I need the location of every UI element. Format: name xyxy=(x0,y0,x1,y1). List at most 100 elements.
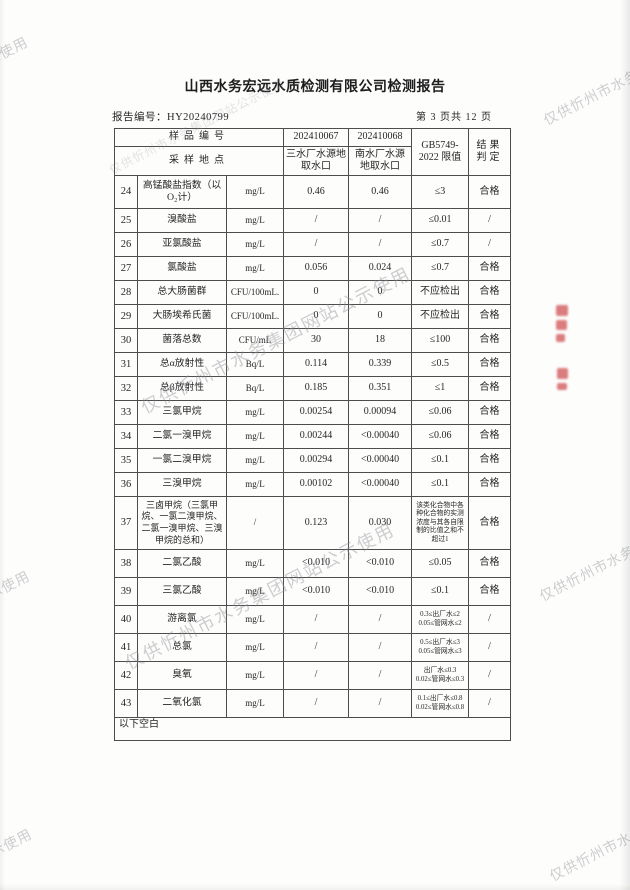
cell-unit: CFU/100mL. xyxy=(225,304,285,329)
cell-limit: ≤1 xyxy=(411,376,470,401)
cell-limit: ≤0.5 xyxy=(411,352,470,377)
table-row: 40 游离氯 mg/L //0.3≤出厂水≤2 0.05≤管网水≤2/ xyxy=(114,605,512,634)
cell-no: 38 xyxy=(114,549,138,578)
cell-unit: mg/L xyxy=(225,549,285,578)
cell-unit: mg/L xyxy=(225,689,285,718)
cell-unit: mg/L xyxy=(225,448,285,473)
cell-limit: ≤0.05 xyxy=(411,549,470,578)
cell-item: 三溴甲烷 xyxy=(137,472,227,497)
cell-v1: / xyxy=(283,208,350,233)
standard-limit-header: GB5749- 2022 限值 xyxy=(411,128,470,176)
cell-limit: 不应检出 xyxy=(411,304,470,329)
cell-v2: <0.00040 xyxy=(348,448,413,473)
report-title: 山西水务宏远水质检测有限公司检测报告 xyxy=(184,80,446,95)
cell-unit: mg/L xyxy=(225,400,285,425)
cell-result: / xyxy=(468,208,512,233)
cell-limit: ≤100 xyxy=(411,328,470,353)
sampling-location-1: 三水厂水源地取水口 xyxy=(283,146,350,176)
cell-v1: / xyxy=(283,232,350,257)
cell-item: 三氯乙酸 xyxy=(137,577,227,606)
watermark-text: 仅供忻州市水务集团网站公示使用 xyxy=(536,487,630,605)
cell-item: 一氯二溴甲烷 xyxy=(137,448,227,473)
cell-result: 合格 xyxy=(468,328,512,353)
cell-result: 合格 xyxy=(468,256,512,281)
cell-result: 合格 xyxy=(468,424,512,449)
red-stamp-fragment xyxy=(556,305,568,346)
cell-v1: 0.123 xyxy=(283,496,350,550)
cell-v1: / xyxy=(283,605,350,634)
cell-limit: ≤0.06 xyxy=(411,424,470,449)
cell-item: 游离氯 xyxy=(137,605,227,634)
cell-no: 40 xyxy=(114,605,138,634)
cell-result: 合格 xyxy=(468,280,512,305)
cell-result: / xyxy=(468,689,512,718)
cell-unit: mg/L xyxy=(225,232,285,257)
cell-unit: / xyxy=(225,496,285,550)
cell-item: 总α放射性 xyxy=(137,352,227,377)
cell-no: 43 xyxy=(114,689,138,718)
cell-item: 臭氧 xyxy=(137,661,227,690)
cell-unit: CFU/100mL. xyxy=(225,280,285,305)
table-row: 31 总α放射性 Bq/L 0.114 0.339 ≤0.5 合格 xyxy=(114,352,512,377)
page-number: 第 3 页共 12 页 xyxy=(416,112,492,123)
cell-v2: <0.010 xyxy=(348,549,413,578)
cell-limit: 0.1≤出厂水≤0.8 0.02≤管网水≤0.8 xyxy=(411,689,470,718)
cell-limit: 0.5≤出厂水≤3 0.05≤管网水≤3 xyxy=(411,633,470,662)
cell-item: 二氯一溴甲烷 xyxy=(137,424,227,449)
cell-result: 合格 xyxy=(468,496,512,550)
cell-limit: 该类化合物中各种化合物的实测浓度与其各自限制的比值之和不超过1 xyxy=(411,496,470,550)
cell-limit: ≤0.06 xyxy=(411,400,470,425)
cell-limit: ≤0.7 xyxy=(411,232,470,257)
cell-limit: 0.3≤出厂水≤2 0.05≤管网水≤2 xyxy=(411,605,470,634)
cell-unit: CFU/mL xyxy=(225,328,285,353)
cell-unit: mg/L xyxy=(225,605,285,634)
cell-v2: / xyxy=(348,633,413,662)
red-stamp-fragment xyxy=(557,368,568,394)
cell-no: 37 xyxy=(114,496,138,550)
cell-item: 二氯乙酸 xyxy=(137,549,227,578)
cell-v1: 30 xyxy=(283,328,350,353)
cell-v1: <0.010 xyxy=(283,549,350,578)
table-header-row-sample-no: 样品编号 202410067 202410068 GB5749- 2022 限值… xyxy=(113,128,512,176)
sample-no-2: 202410068 xyxy=(348,128,413,147)
table-row: 36 三溴甲烷 mg/L 0.00102 <0.00040 ≤0.1 合格 xyxy=(114,472,512,497)
watermark-text: 仅供忻州市水务集团网站公示使用 xyxy=(0,825,35,890)
cell-item: 总大肠菌群 xyxy=(137,280,227,305)
cell-v1: 0.00294 xyxy=(283,448,350,473)
table-row: 33 三氯甲烷 mg/L 0.00254 0.00094 ≤0.06 合格 xyxy=(114,400,512,425)
cell-v1: 0.00254 xyxy=(283,400,350,425)
cell-unit: mg/L xyxy=(225,208,285,233)
cell-unit: mg/L xyxy=(225,424,285,449)
cell-v2: / xyxy=(348,661,413,690)
cell-no: 42 xyxy=(114,661,138,690)
cell-result: 合格 xyxy=(468,304,512,329)
table-row: 34 二氯一溴甲烷 mg/L 0.00244 <0.00040 ≤0.06 合格 xyxy=(114,424,512,449)
cell-v2: 0 xyxy=(348,280,413,305)
cell-result: / xyxy=(468,633,512,662)
cell-item: 溴酸盐 xyxy=(137,208,227,233)
cell-item: 菌落总数 xyxy=(137,328,227,353)
cell-v1: / xyxy=(283,633,350,662)
scan-edge-shadow xyxy=(0,884,630,890)
cell-unit: mg/L xyxy=(225,256,285,281)
cell-no: 27 xyxy=(114,256,138,281)
watermark-text: 仅供忻州市水务集团网站公示使用 xyxy=(546,767,630,885)
table-row: 35 一氯二溴甲烷 mg/L 0.00294 <0.00040 ≤0.1 合格 xyxy=(114,448,512,473)
table-header-row-location: 采样地点 三水厂水源地取水口 南水厂水源地取水口 xyxy=(113,146,511,176)
cell-no: 35 xyxy=(114,448,138,473)
cell-item: 氯酸盐 xyxy=(137,256,227,281)
cell-v2: 0.024 xyxy=(348,256,413,281)
cell-unit: mg/L xyxy=(225,661,285,690)
table-row: 43 二氧化氯 mg/L //0.1≤出厂水≤0.8 0.02≤管网水≤0.8/ xyxy=(114,689,512,718)
cell-unit: Bq/L xyxy=(225,352,285,377)
blank-below-row: 以下空白 xyxy=(113,717,512,741)
cell-result: 合格 xyxy=(468,549,512,578)
table-row: 32 总β放射性 Bq/L 0.185 0.351 ≤1 合格 xyxy=(114,376,512,401)
cell-no: 26 xyxy=(114,232,138,257)
cell-limit: ≤0.1 xyxy=(411,577,470,606)
cell-limit: ≤0.01 xyxy=(411,208,470,233)
cell-v2: 0.46 xyxy=(348,175,413,209)
cell-result: 合格 xyxy=(468,352,512,377)
cell-item: 总β放射性 xyxy=(137,376,227,401)
cell-v2: 0.351 xyxy=(348,376,413,401)
